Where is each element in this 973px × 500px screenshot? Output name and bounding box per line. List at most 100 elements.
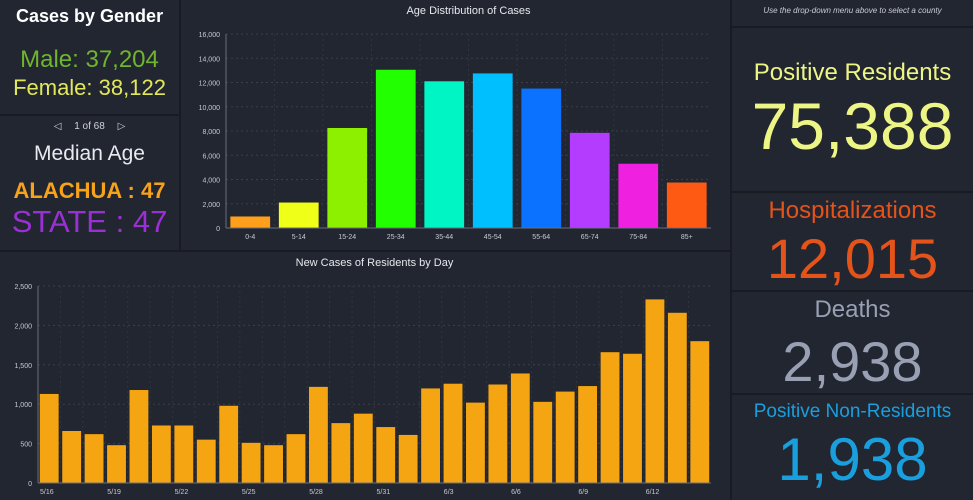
bar xyxy=(327,127,368,228)
median-age-title: Median Age xyxy=(34,142,145,165)
hospitalizations-value: 12,015 xyxy=(766,227,939,290)
bar xyxy=(645,299,665,483)
bar xyxy=(666,182,707,228)
x-tick-label: 5/19 xyxy=(107,489,121,496)
bar xyxy=(129,390,149,483)
x-tick-label: 15-24 xyxy=(338,234,356,241)
male-count: Male: 37,204 xyxy=(20,46,159,73)
age-distribution-chart: Age Distribution of Cases 0 2,000 4,000 6,00… xyxy=(199,5,711,241)
hospitalizations-title: Hospitalizations xyxy=(768,197,937,224)
bar xyxy=(174,425,194,483)
chart-title: New Cases of Residents by Day xyxy=(296,257,454,269)
y-tick-label: 0 xyxy=(28,481,32,488)
bar xyxy=(472,73,513,228)
bar xyxy=(278,202,319,228)
state-median-age: STATE : 47 xyxy=(11,204,168,239)
y-tick-label: 1,500 xyxy=(14,363,32,370)
x-tick-label: 85+ xyxy=(681,234,693,241)
bar xyxy=(39,393,59,483)
daily-chart-panel: New Cases of Residents by Day 0 500 1,000 1,… xyxy=(0,252,730,500)
bar xyxy=(600,352,620,483)
y-tick-label: 1,000 xyxy=(14,402,32,409)
x-tick-label: 35-44 xyxy=(435,234,453,241)
x-tick-label: 75-84 xyxy=(629,234,647,241)
bar xyxy=(264,445,283,483)
hint-panel: Use the drop-down menu above to select a… xyxy=(732,0,973,26)
daily-cases-chart: New Cases of Residents by Day 0 500 1,000 1,… xyxy=(14,257,711,496)
bar xyxy=(196,439,216,483)
bar xyxy=(569,132,610,228)
bar xyxy=(353,413,373,483)
y-tick-label: 2,000 xyxy=(14,323,32,330)
bar xyxy=(107,445,126,483)
bar xyxy=(667,312,687,483)
bar xyxy=(398,434,418,483)
hospitalizations-panel: Hospitalizations 12,015 xyxy=(732,193,973,290)
pager-label: 1 of 68 xyxy=(74,121,105,132)
y-tick-label: 14,000 xyxy=(199,56,221,63)
bar xyxy=(84,434,104,483)
x-tick-label: 5/16 xyxy=(40,489,54,496)
bar xyxy=(219,405,239,483)
bar xyxy=(241,442,261,483)
bar xyxy=(375,69,416,228)
gender-title: Cases by Gender xyxy=(16,6,164,26)
prev-page-icon[interactable]: ◁ xyxy=(53,121,62,132)
x-tick-label: 5/28 xyxy=(309,489,323,496)
county-select-hint: Use the drop-down menu above to select a… xyxy=(763,6,942,15)
chart-title: Age Distribution of Cases xyxy=(406,5,531,17)
bar xyxy=(331,423,351,483)
y-tick-label: 2,000 xyxy=(202,202,220,209)
y-tick-label: 6,000 xyxy=(202,153,220,160)
non-residents-panel: Positive Non-Residents 1,938 xyxy=(732,395,973,500)
x-tick-label: 25-34 xyxy=(387,234,405,241)
bar xyxy=(466,402,485,483)
bar xyxy=(308,386,328,483)
x-tick-label: 65-74 xyxy=(581,234,599,241)
x-tick-label: 0-4 xyxy=(245,234,255,241)
county-median-age: ALACHUA : 47 xyxy=(13,178,166,203)
bar xyxy=(690,341,710,483)
age-chart-panel: Age Distribution of Cases 0 2,000 4,000 6,00… xyxy=(181,0,730,250)
non-residents-title: Positive Non-Residents xyxy=(753,401,952,422)
bar xyxy=(376,427,396,483)
y-tick-label: 0 xyxy=(216,226,220,233)
x-tick-label: 55-64 xyxy=(532,234,550,241)
x-tick-label: 6/3 xyxy=(444,489,454,496)
bar xyxy=(521,88,562,228)
x-tick-label: 5/31 xyxy=(377,489,391,496)
gender-panel: Cases by Gender Male: 37,204 Female: 38,… xyxy=(0,0,179,114)
bar xyxy=(286,434,306,483)
next-page-icon[interactable]: ▷ xyxy=(117,121,126,132)
bar xyxy=(62,430,82,483)
y-tick-label: 8,000 xyxy=(202,129,220,136)
x-tick-label: 5-14 xyxy=(292,234,306,241)
bar xyxy=(510,373,530,483)
deaths-value: 2,938 xyxy=(782,330,923,393)
bar xyxy=(488,384,508,483)
y-tick-label: 2,500 xyxy=(14,284,32,291)
y-tick-label: 4,000 xyxy=(202,178,220,185)
positive-residents-panel: Positive Residents 75,388 xyxy=(732,28,973,191)
positive-residents-title: Positive Residents xyxy=(753,59,952,86)
bar xyxy=(533,401,553,483)
x-tick-label: 6/12 xyxy=(646,489,660,496)
bar xyxy=(618,163,659,228)
pager: ◁ 1 of 68 ▷ xyxy=(0,121,179,132)
x-tick-label: 5/22 xyxy=(175,489,189,496)
deaths-panel: Deaths 2,938 xyxy=(732,292,973,393)
deaths-title: Deaths xyxy=(814,296,891,323)
bar xyxy=(151,425,171,483)
female-count: Female: 38,122 xyxy=(13,75,166,100)
bar xyxy=(578,386,598,483)
bar xyxy=(623,353,642,483)
x-tick-label: 45-54 xyxy=(484,234,502,241)
non-residents-value: 1,938 xyxy=(777,426,928,493)
bar xyxy=(230,216,271,228)
x-tick-label: 5/25 xyxy=(242,489,256,496)
bar xyxy=(555,391,575,483)
y-tick-label: 16,000 xyxy=(199,32,221,39)
bar xyxy=(443,383,463,483)
y-tick-label: 12,000 xyxy=(199,81,221,88)
x-tick-label: 6/9 xyxy=(578,489,588,496)
